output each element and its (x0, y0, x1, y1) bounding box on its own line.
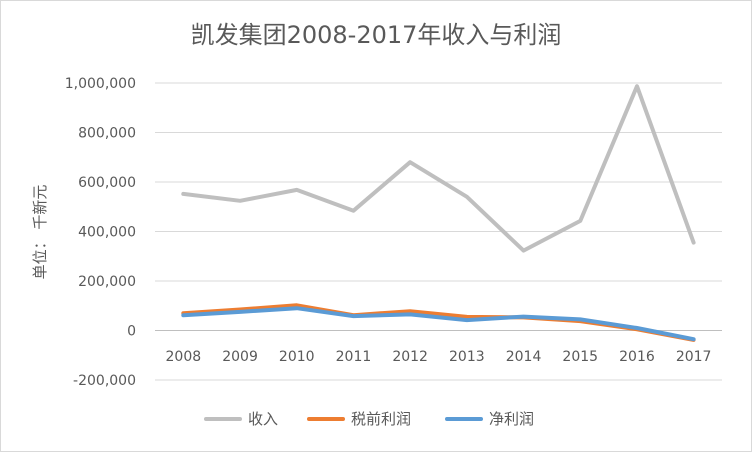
x-tick-label: 2009 (222, 349, 258, 365)
y-tick-label: 200,000 (78, 274, 136, 290)
y-tick-label: 0 (127, 324, 136, 340)
axes: -200,000 0 200,000 400,000 600,000 800,000 1,0… (65, 76, 722, 389)
x-tick-label: 2008 (166, 349, 202, 365)
legend-label: 税前利润 (351, 410, 411, 428)
chart-title: 凯发集团2008-2017年收入与利润 (191, 21, 562, 49)
y-axis-label: 单位： 千新元 (31, 185, 49, 280)
legend-label: 净利润 (489, 410, 534, 428)
x-tick-label: 2016 (619, 349, 655, 365)
x-tick-label: 2015 (562, 349, 598, 365)
series-lines (181, 84, 696, 342)
y-tick-label: 600,000 (78, 175, 136, 191)
series-line (181, 306, 696, 342)
y-tick-label: 1,000,000 (65, 76, 136, 92)
x-tick-label: 2017 (676, 349, 712, 365)
gridlines (155, 82, 722, 381)
legend-label: 收入 (248, 410, 278, 428)
y-tick-label: -200,000 (73, 373, 136, 389)
y-tick-label: 800,000 (78, 126, 136, 142)
x-tick-label: 2013 (449, 349, 485, 365)
x-tick-label: 2014 (506, 349, 542, 365)
x-tick-label: 2012 (392, 349, 428, 365)
y-tick-label: 400,000 (78, 225, 136, 241)
x-tick-label: 2010 (279, 349, 315, 365)
x-tick-label: 2011 (336, 349, 372, 365)
series-line (181, 84, 696, 253)
legend: 收入 税前利润 净利润 (204, 410, 534, 428)
